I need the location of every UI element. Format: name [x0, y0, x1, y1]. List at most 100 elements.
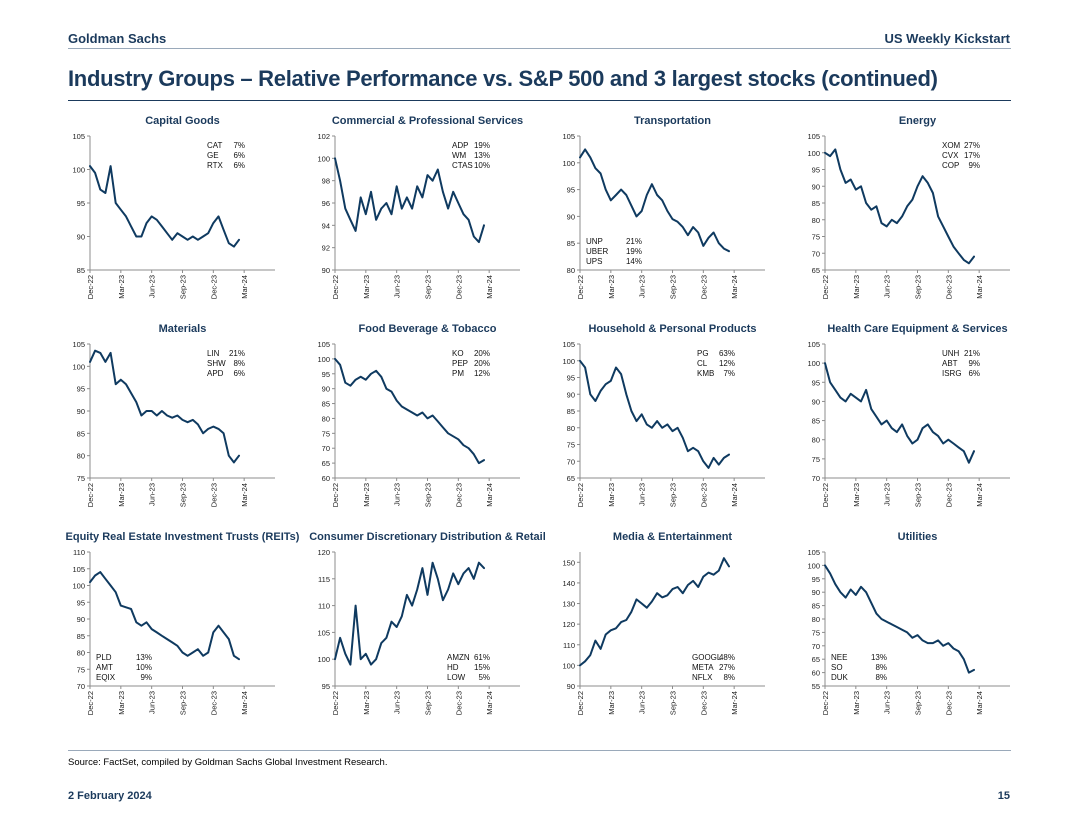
y-tick-label: 100: [562, 159, 575, 168]
chart-svg: Materials 75 80 85 90 95 100 105 Dec-22 Mar-23 Jun…: [72, 323, 275, 507]
x-tick-label: Sep-23: [914, 275, 923, 299]
legend-weight: 13%: [136, 653, 152, 662]
series-line: [334, 357, 485, 465]
x-tick-label: Mar-23: [607, 483, 616, 507]
chart-panel-commercial-professional-services: Commercial & Professional Services 90 92 94…: [305, 108, 545, 313]
x-tick-label: Jun-23: [393, 483, 402, 506]
series-line: [334, 561, 485, 666]
y-tick-label: 80: [812, 615, 820, 624]
y-tick-label: 100: [317, 154, 330, 163]
x-tick-label: Mar-23: [852, 483, 861, 507]
x-tick-label: Mar-24: [730, 275, 739, 299]
y-tick-label: 95: [77, 598, 85, 607]
y-tick-label: 70: [812, 249, 820, 258]
chart-panel-media-entertainment: Media & Entertainment 90 100 110 120 130 140 15…: [550, 524, 790, 729]
legend-weight: 9%: [968, 359, 980, 368]
y-tick-label: 115: [318, 575, 330, 584]
x-tick-label: Mar-24: [975, 691, 984, 715]
chart-svg: Household & Personal Products 65 70 75 80 85 9…: [562, 323, 765, 507]
y-tick-label: 80: [567, 424, 575, 433]
x-tick-label: Dec-23: [944, 691, 953, 715]
y-tick-label: 70: [567, 457, 575, 466]
chart-svg: Utilities 55 60 65 70 75 80 85 90 95 100 105 Dec-22 M…: [807, 531, 1010, 715]
y-tick-label: 65: [322, 459, 330, 468]
legend-ticker: DUK: [831, 673, 849, 682]
legend-weight: 17%: [964, 151, 980, 160]
x-tick-label: Dec-23: [699, 275, 708, 299]
legend-ticker: ABT: [942, 359, 958, 368]
legend-ticker: PM: [452, 369, 464, 378]
legend-ticker: PEP: [452, 359, 468, 368]
series-line: [89, 349, 240, 464]
legend-weight: 6%: [233, 161, 245, 170]
series-line: [89, 165, 240, 248]
chart-title: Household & Personal Products: [588, 323, 756, 335]
chart-title: Utilities: [898, 531, 938, 543]
x-tick-label: Dec-23: [454, 275, 463, 299]
y-tick-label: 90: [567, 390, 575, 399]
y-tick-label: 105: [72, 565, 85, 574]
chart-grid: Capital Goods 85 90 95 100 105 Dec-22 Mar-23 Jun…: [60, 108, 1020, 728]
legend-ticker: KMB: [697, 369, 714, 378]
y-tick-label: 120: [562, 620, 575, 629]
x-tick-label: Sep-23: [669, 483, 678, 507]
chart-panel-energy: Energy 65 70 75 80 85 90 95 100 105 Dec-22 Mar-23 Ju…: [795, 108, 1035, 313]
x-tick-label: Dec-23: [454, 691, 463, 715]
y-tick-label: 60: [812, 669, 820, 678]
chart-svg: Equity Real Estate Investment Trusts (RE…: [66, 531, 300, 715]
legend-weight: 19%: [626, 247, 642, 256]
x-tick-label: Jun-23: [883, 483, 892, 506]
legend-ticker: AMT: [96, 663, 113, 672]
legend-ticker: UBER: [586, 247, 608, 256]
x-tick-label: Sep-23: [424, 691, 433, 715]
y-tick-label: 70: [812, 642, 820, 651]
y-tick-label: 80: [322, 414, 330, 423]
y-tick-label: 105: [317, 340, 330, 349]
chart-panel-food-beverage-tobacco: Food Beverage & Tobacco 60 65 70 75 80 85 90 95 1…: [305, 316, 545, 521]
chart-title: Equity Real Estate Investment Trusts (RE…: [66, 531, 300, 543]
x-tick-label: Dec-22: [576, 483, 585, 507]
chart-title: Media & Entertainment: [613, 531, 733, 543]
chart-panel-utilities: Utilities 55 60 65 70 75 80 85 90 95 100 105 Dec-22 M…: [795, 524, 1035, 729]
y-tick-label: 75: [322, 429, 330, 438]
y-tick-label: 75: [812, 233, 820, 242]
y-tick-label: 75: [77, 665, 85, 674]
legend-weight: 8%: [233, 359, 245, 368]
x-tick-label: Dec-23: [209, 691, 218, 715]
legend-weight: 20%: [474, 349, 490, 358]
legend-weight: 8%: [875, 673, 887, 682]
x-tick-label: Mar-23: [362, 691, 371, 715]
chart-svg: Health Care Equipment & Services 70 75 80 85…: [807, 323, 1010, 507]
y-tick-label: 102: [317, 132, 330, 141]
x-tick-label: Dec-22: [86, 691, 95, 715]
footer-rule: [68, 750, 1011, 751]
y-tick-label: 90: [812, 588, 820, 597]
legend-ticker: UNP: [586, 237, 603, 246]
series-line: [579, 359, 730, 469]
x-tick-label: Dec-22: [576, 691, 585, 715]
legend-ticker: LOW: [447, 673, 466, 682]
chart-svg: Transportation 80 85 90 95 100 105 Dec-22 Mar-23…: [562, 115, 765, 299]
series-line: [824, 564, 975, 674]
x-tick-label: Dec-23: [699, 483, 708, 507]
legend-ticker: PG: [697, 349, 709, 358]
chart-title: Consumer Discretionary Distribution & Re…: [309, 531, 545, 543]
legend-weight: 27%: [964, 141, 980, 150]
legend-weight: 10%: [474, 161, 490, 170]
legend-weight: 61%: [474, 653, 490, 662]
y-tick-label: 85: [77, 429, 85, 438]
legend-ticker: APD: [207, 369, 224, 378]
y-tick-label: 94: [322, 221, 330, 230]
y-tick-label: 105: [807, 548, 820, 557]
legend-ticker: ADP: [452, 141, 468, 150]
page-title: Industry Groups – Relative Performance v…: [68, 66, 938, 91]
legend-weight: 27%: [719, 663, 735, 672]
x-tick-label: Dec-22: [821, 691, 830, 715]
legend-ticker: RTX: [207, 161, 224, 170]
legend-ticker: CAT: [207, 141, 223, 150]
x-tick-label: Jun-23: [883, 275, 892, 298]
legend-ticker: META: [692, 663, 714, 672]
y-tick-label: 80: [812, 436, 820, 445]
chart-panel-equity-real-estate-investment-trusts-reits: Equity Real Estate Investment Trusts (RE…: [60, 524, 300, 729]
legend-weight: 9%: [140, 673, 152, 682]
